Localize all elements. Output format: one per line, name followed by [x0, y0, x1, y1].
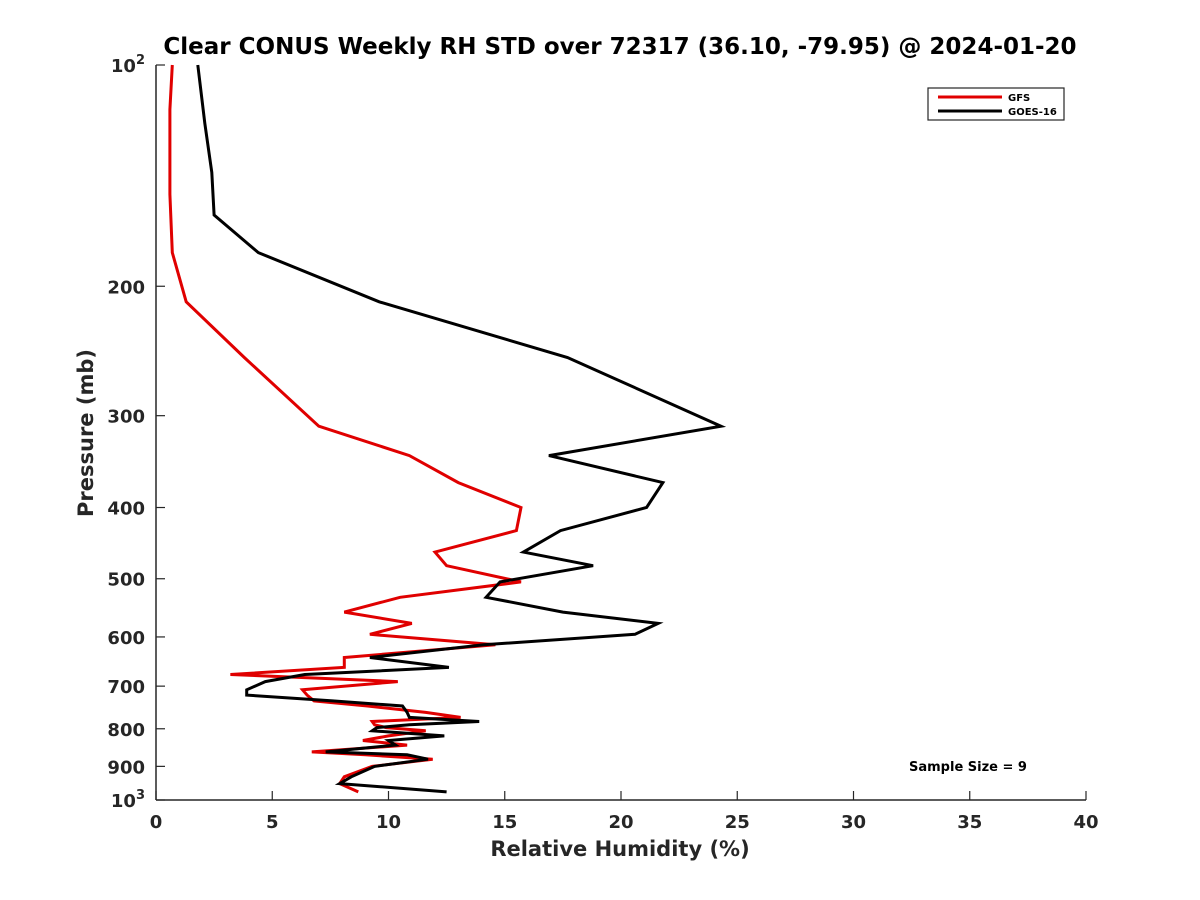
y-tick-label: 800 — [107, 720, 145, 741]
x-tick-label: 10 — [376, 812, 401, 833]
x-tick-label: 5 — [266, 812, 279, 833]
legend-box — [927, 87, 1065, 121]
x-tick-label: 0 — [150, 812, 163, 833]
y-tick-label: 600 — [107, 628, 145, 649]
y-tick-label: 900 — [107, 757, 145, 778]
x-tick-label: 35 — [957, 812, 982, 833]
x-tick-label: 25 — [725, 812, 750, 833]
y-axis-label: Pressure (mb) — [74, 349, 98, 517]
x-tick-label: 20 — [608, 812, 633, 833]
y-tick-label: 102 — [111, 53, 145, 77]
y-tick-label: 200 — [107, 277, 145, 298]
series-line-goes-16 — [196, 64, 727, 794]
sample-size-annotation: Sample Size = 9 — [909, 760, 1027, 775]
x-axis-label: Relative Humidity (%) — [490, 837, 749, 861]
y-tick-label: 700 — [107, 677, 145, 698]
y-tick-label: 300 — [107, 407, 145, 428]
legend-label: GFS — [1008, 93, 1030, 104]
plot-area: 0 5 10 15 20 25 30 35 40 102 200 300 400 500 600 700 800… — [107, 53, 1098, 833]
legend: GFS GOES-16 — [927, 87, 1065, 121]
y-tick-label: 400 — [107, 499, 145, 520]
y-tick-label: 500 — [107, 570, 145, 591]
x-tick-label: 40 — [1073, 812, 1098, 833]
chart-title: Clear CONUS Weekly RH STD over 72317 (36… — [163, 34, 1076, 60]
y-tick-label: 103 — [111, 788, 145, 812]
legend-label: GOES-16 — [1008, 107, 1057, 118]
series-line-gfs — [168, 64, 523, 794]
x-tick-label: 15 — [492, 812, 517, 833]
x-tick-label: 30 — [841, 812, 866, 833]
